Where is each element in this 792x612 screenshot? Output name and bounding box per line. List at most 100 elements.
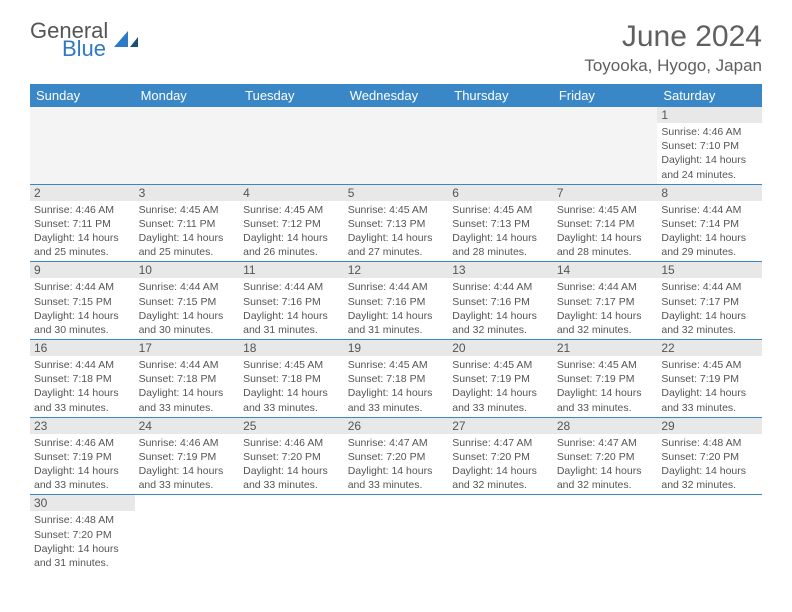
day-number: 2 [30,185,135,201]
daylight-line: Daylight: 14 hours and 33 minutes. [452,386,549,414]
sunrise-line: Sunrise: 4:47 AM [348,436,445,450]
day-number: 24 [135,418,240,434]
day-details: Sunrise: 4:47 AMSunset: 7:20 PMDaylight:… [553,434,658,495]
calendar-week-row: 2Sunrise: 4:46 AMSunset: 7:11 PMDaylight… [30,184,762,262]
calendar-cell [239,107,344,184]
calendar-cell: 21Sunrise: 4:45 AMSunset: 7:19 PMDayligh… [553,340,658,418]
title-block: June 2024 Toyooka, Hyogo, Japan [584,20,762,76]
day-details: Sunrise: 4:44 AMSunset: 7:16 PMDaylight:… [239,278,344,339]
day-number: 20 [448,340,553,356]
day-details: Sunrise: 4:45 AMSunset: 7:11 PMDaylight:… [135,201,240,262]
sunrise-line: Sunrise: 4:45 AM [243,203,340,217]
day-details: Sunrise: 4:46 AMSunset: 7:11 PMDaylight:… [30,201,135,262]
daylight-line: Daylight: 14 hours and 28 minutes. [557,231,654,259]
calendar-cell [657,495,762,572]
sunset-line: Sunset: 7:20 PM [661,450,758,464]
daylight-line: Daylight: 14 hours and 33 minutes. [139,464,236,492]
calendar-cell: 15Sunrise: 4:44 AMSunset: 7:17 PMDayligh… [657,262,762,340]
daylight-line: Daylight: 14 hours and 33 minutes. [34,464,131,492]
sunset-line: Sunset: 7:19 PM [452,372,549,386]
sunset-line: Sunset: 7:18 PM [348,372,445,386]
calendar-cell [344,107,449,184]
calendar-cell [553,495,658,572]
calendar-cell [135,107,240,184]
sunset-line: Sunset: 7:19 PM [139,450,236,464]
calendar-cell: 17Sunrise: 4:44 AMSunset: 7:18 PMDayligh… [135,340,240,418]
calendar-cell [448,107,553,184]
daylight-line: Daylight: 14 hours and 27 minutes. [348,231,445,259]
col-saturday: Saturday [657,84,762,107]
sunrise-line: Sunrise: 4:46 AM [34,436,131,450]
sunrise-line: Sunrise: 4:45 AM [557,358,654,372]
col-wednesday: Wednesday [344,84,449,107]
day-details: Sunrise: 4:44 AMSunset: 7:17 PMDaylight:… [553,278,658,339]
day-details: Sunrise: 4:46 AMSunset: 7:19 PMDaylight:… [30,434,135,495]
day-number: 10 [135,262,240,278]
calendar-week-row: 16Sunrise: 4:44 AMSunset: 7:18 PMDayligh… [30,340,762,418]
logo-word-blue: Blue [62,38,108,60]
sunrise-line: Sunrise: 4:46 AM [34,203,131,217]
day-details: Sunrise: 4:44 AMSunset: 7:17 PMDaylight:… [657,278,762,339]
sunrise-line: Sunrise: 4:45 AM [557,203,654,217]
sunset-line: Sunset: 7:11 PM [34,217,131,231]
day-number: 15 [657,262,762,278]
sunrise-line: Sunrise: 4:44 AM [661,280,758,294]
daylight-line: Daylight: 14 hours and 31 minutes. [34,542,131,570]
day-number: 17 [135,340,240,356]
calendar-cell: 20Sunrise: 4:45 AMSunset: 7:19 PMDayligh… [448,340,553,418]
day-number: 16 [30,340,135,356]
calendar-cell: 2Sunrise: 4:46 AMSunset: 7:11 PMDaylight… [30,184,135,262]
daylight-line: Daylight: 14 hours and 33 minutes. [139,386,236,414]
sunset-line: Sunset: 7:11 PM [139,217,236,231]
day-number: 22 [657,340,762,356]
day-number: 18 [239,340,344,356]
day-details: Sunrise: 4:44 AMSunset: 7:18 PMDaylight:… [30,356,135,417]
day-number: 25 [239,418,344,434]
daylight-line: Daylight: 14 hours and 25 minutes. [139,231,236,259]
daylight-line: Daylight: 14 hours and 33 minutes. [34,386,131,414]
daylight-line: Daylight: 14 hours and 31 minutes. [348,309,445,337]
calendar-cell [135,495,240,572]
sunset-line: Sunset: 7:10 PM [661,139,758,153]
page-header: General Blue June 2024 Toyooka, Hyogo, J… [30,20,762,76]
day-details: Sunrise: 4:45 AMSunset: 7:19 PMDaylight:… [448,356,553,417]
sunset-line: Sunset: 7:17 PM [661,295,758,309]
day-details: Sunrise: 4:45 AMSunset: 7:19 PMDaylight:… [553,356,658,417]
sunset-line: Sunset: 7:20 PM [557,450,654,464]
day-details: Sunrise: 4:45 AMSunset: 7:13 PMDaylight:… [344,201,449,262]
col-thursday: Thursday [448,84,553,107]
sunset-line: Sunset: 7:20 PM [348,450,445,464]
daylight-line: Daylight: 14 hours and 33 minutes. [243,464,340,492]
calendar-table: Sunday Monday Tuesday Wednesday Thursday… [30,84,762,572]
day-number: 30 [30,495,135,511]
day-details: Sunrise: 4:44 AMSunset: 7:16 PMDaylight:… [448,278,553,339]
day-details: Sunrise: 4:46 AMSunset: 7:19 PMDaylight:… [135,434,240,495]
daylight-line: Daylight: 14 hours and 33 minutes. [557,386,654,414]
calendar-cell: 9Sunrise: 4:44 AMSunset: 7:15 PMDaylight… [30,262,135,340]
day-number: 11 [239,262,344,278]
day-number: 5 [344,185,449,201]
col-friday: Friday [553,84,658,107]
calendar-cell: 23Sunrise: 4:46 AMSunset: 7:19 PMDayligh… [30,417,135,495]
daylight-line: Daylight: 14 hours and 33 minutes. [348,386,445,414]
daylight-line: Daylight: 14 hours and 33 minutes. [348,464,445,492]
calendar-cell: 27Sunrise: 4:47 AMSunset: 7:20 PMDayligh… [448,417,553,495]
day-number: 4 [239,185,344,201]
calendar-cell: 8Sunrise: 4:44 AMSunset: 7:14 PMDaylight… [657,184,762,262]
day-number: 7 [553,185,658,201]
sunrise-line: Sunrise: 4:45 AM [452,358,549,372]
day-number: 28 [553,418,658,434]
day-details: Sunrise: 4:46 AMSunset: 7:20 PMDaylight:… [239,434,344,495]
sunrise-line: Sunrise: 4:44 AM [661,203,758,217]
daylight-line: Daylight: 14 hours and 29 minutes. [661,231,758,259]
calendar-cell: 6Sunrise: 4:45 AMSunset: 7:13 PMDaylight… [448,184,553,262]
calendar-cell: 5Sunrise: 4:45 AMSunset: 7:13 PMDaylight… [344,184,449,262]
day-header-row: Sunday Monday Tuesday Wednesday Thursday… [30,84,762,107]
day-details: Sunrise: 4:45 AMSunset: 7:18 PMDaylight:… [239,356,344,417]
day-number: 26 [344,418,449,434]
calendar-cell [30,107,135,184]
calendar-cell: 29Sunrise: 4:48 AMSunset: 7:20 PMDayligh… [657,417,762,495]
daylight-line: Daylight: 14 hours and 32 minutes. [557,464,654,492]
day-number: 23 [30,418,135,434]
sunrise-line: Sunrise: 4:44 AM [139,280,236,294]
